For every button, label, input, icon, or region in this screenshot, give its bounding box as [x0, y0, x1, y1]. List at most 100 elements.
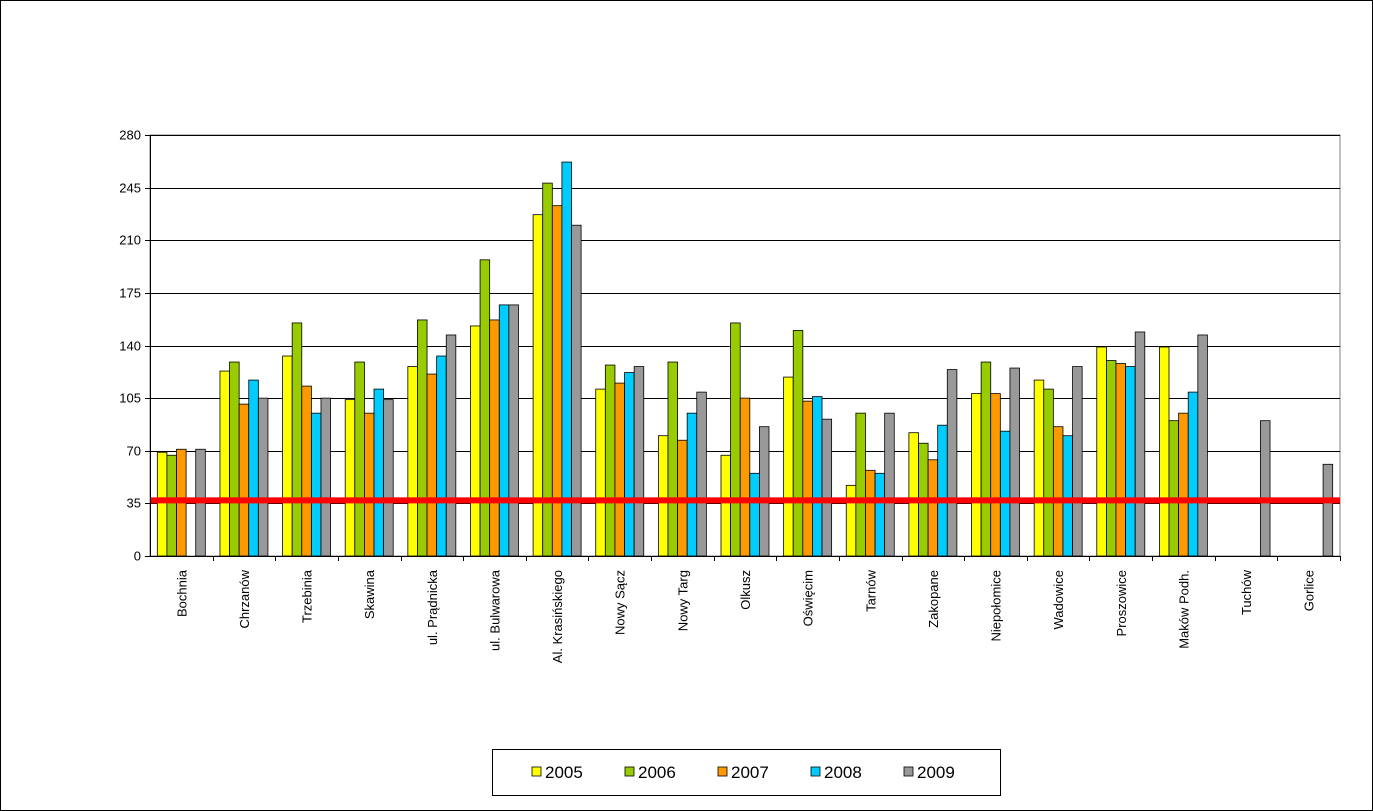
legend-box: [492, 749, 1001, 796]
bar-2009-11: [884, 412, 895, 557]
y-tick-label: 175: [119, 286, 141, 301]
x-category-label: Skawina: [362, 569, 377, 619]
bar-2006-16: [1168, 420, 1180, 557]
bar-2005-7: [595, 388, 606, 557]
y-tick-label: 245: [119, 181, 141, 196]
bar-2009-4: [445, 334, 457, 557]
bar-2007-6: [551, 205, 563, 557]
bar-2008-9: [749, 472, 760, 557]
bar-2005-1: [219, 370, 230, 557]
bar-2005-4: [407, 366, 418, 557]
bar-2007-7: [614, 382, 625, 557]
bar-2007-14: [1052, 426, 1064, 557]
bar-2007-1: [238, 403, 250, 557]
bar-2005-14: [1033, 379, 1045, 557]
bar-2005-13: [971, 393, 982, 557]
bar-2006-13: [980, 361, 992, 557]
bar-2009-18: [1322, 463, 1334, 557]
bar-2007-12: [927, 459, 939, 557]
y-tick-label: 210: [119, 233, 141, 248]
bar-2006-4: [417, 319, 428, 557]
bar-2007-9: [739, 397, 751, 557]
bar-2006-3: [354, 361, 365, 557]
bar-2009-2: [320, 397, 331, 557]
x-category-label: Oświęcim: [801, 570, 816, 626]
x-category-label: Zakopane: [926, 570, 941, 628]
y-tick-label: 140: [119, 339, 141, 354]
bar-2006-11: [855, 412, 866, 557]
bar-2009-12: [946, 369, 958, 557]
legend-swatch-2008: [810, 766, 821, 777]
bar-2005-0: [156, 451, 168, 557]
y-tick-label: 0: [134, 549, 141, 564]
bar-2006-7: [604, 364, 616, 557]
legend-label-2009: 2009: [917, 763, 955, 782]
bar-2007-5: [489, 319, 500, 557]
x-category-label: Bochnia: [174, 569, 189, 617]
bar-2007-15: [1115, 363, 1126, 557]
legend-label-2008: 2008: [824, 763, 862, 782]
bar-2007-4: [426, 373, 438, 557]
bar-2008-2: [310, 412, 322, 557]
bar-2009-8: [696, 391, 707, 557]
bar-2006-0: [166, 454, 177, 557]
legend-swatch-2007: [717, 766, 728, 777]
bar-2009-1: [257, 397, 269, 557]
bar-2008-1: [248, 379, 259, 557]
bar-2009-15: [1134, 331, 1146, 557]
bar-2008-5: [498, 304, 510, 557]
bar-2005-16: [1159, 346, 1170, 557]
x-category-label: Nowy Targ: [675, 570, 690, 631]
y-tick-label: 105: [119, 391, 141, 406]
bar-2007-16: [1178, 412, 1189, 557]
x-category-label: Niepołomice: [989, 570, 1004, 642]
bar-2008-6: [561, 161, 572, 557]
bar-2005-3: [344, 399, 356, 557]
bar-2008-10: [812, 396, 823, 557]
bar-2008-14: [1062, 435, 1073, 557]
legend-swatch-2009: [903, 766, 914, 777]
x-category-label: ul. Prądnicka: [425, 569, 440, 645]
x-category-label: Nowy Sącz: [613, 570, 628, 635]
bar-2008-3: [373, 388, 385, 557]
bar-2006-8: [667, 361, 678, 557]
bar-2005-11: [845, 484, 857, 557]
legend-label-2007: 2007: [731, 763, 769, 782]
bar-2007-2: [301, 385, 312, 557]
x-category-label: Al. Krasińskiego: [550, 570, 565, 663]
bar-2008-12: [937, 424, 948, 557]
bar-2008-4: [436, 355, 447, 557]
bar-2008-7: [624, 372, 635, 557]
x-category-label: Olkusz: [738, 570, 753, 610]
bar-2006-1: [229, 361, 240, 557]
bar-2007-13: [990, 393, 1001, 557]
legend: 2005 2006 2007 2008 2009: [492, 749, 1001, 796]
bar-2008-13: [999, 430, 1011, 557]
bar-2006-10: [792, 330, 804, 557]
bar-2007-10: [802, 400, 813, 557]
y-tick-label: 35: [127, 496, 141, 511]
x-category-label: Maków Podh.: [1176, 570, 1191, 649]
bar-2005-2: [282, 355, 293, 557]
bar-2005-6: [532, 214, 544, 557]
bar-2005-9: [720, 454, 732, 557]
y-tick-label: 70: [127, 444, 141, 459]
bar-2007-3: [364, 412, 375, 557]
bar-2009-10: [821, 418, 833, 557]
bar-2008-8: [686, 412, 698, 557]
bar-2009-14: [1072, 366, 1083, 557]
bar-2007-11: [865, 469, 876, 557]
x-category-label: Wadowice: [1051, 570, 1066, 629]
x-category-label: Gorlice: [1302, 570, 1317, 611]
bar-2009-5: [508, 304, 519, 557]
bar-2009-3: [383, 399, 394, 557]
x-category-label: ul. Bulwarowa: [487, 569, 502, 651]
y-tick-label: 280: [119, 128, 141, 143]
axes: 0 35 70 105 140 175 210 245 280 Bochnia Chrzanów Tr…: [119, 128, 1341, 663]
bars: [156, 161, 1334, 557]
bar-2009-6: [571, 224, 582, 557]
legend-label-2006: 2006: [638, 763, 676, 782]
bar-2005-10: [783, 376, 794, 557]
